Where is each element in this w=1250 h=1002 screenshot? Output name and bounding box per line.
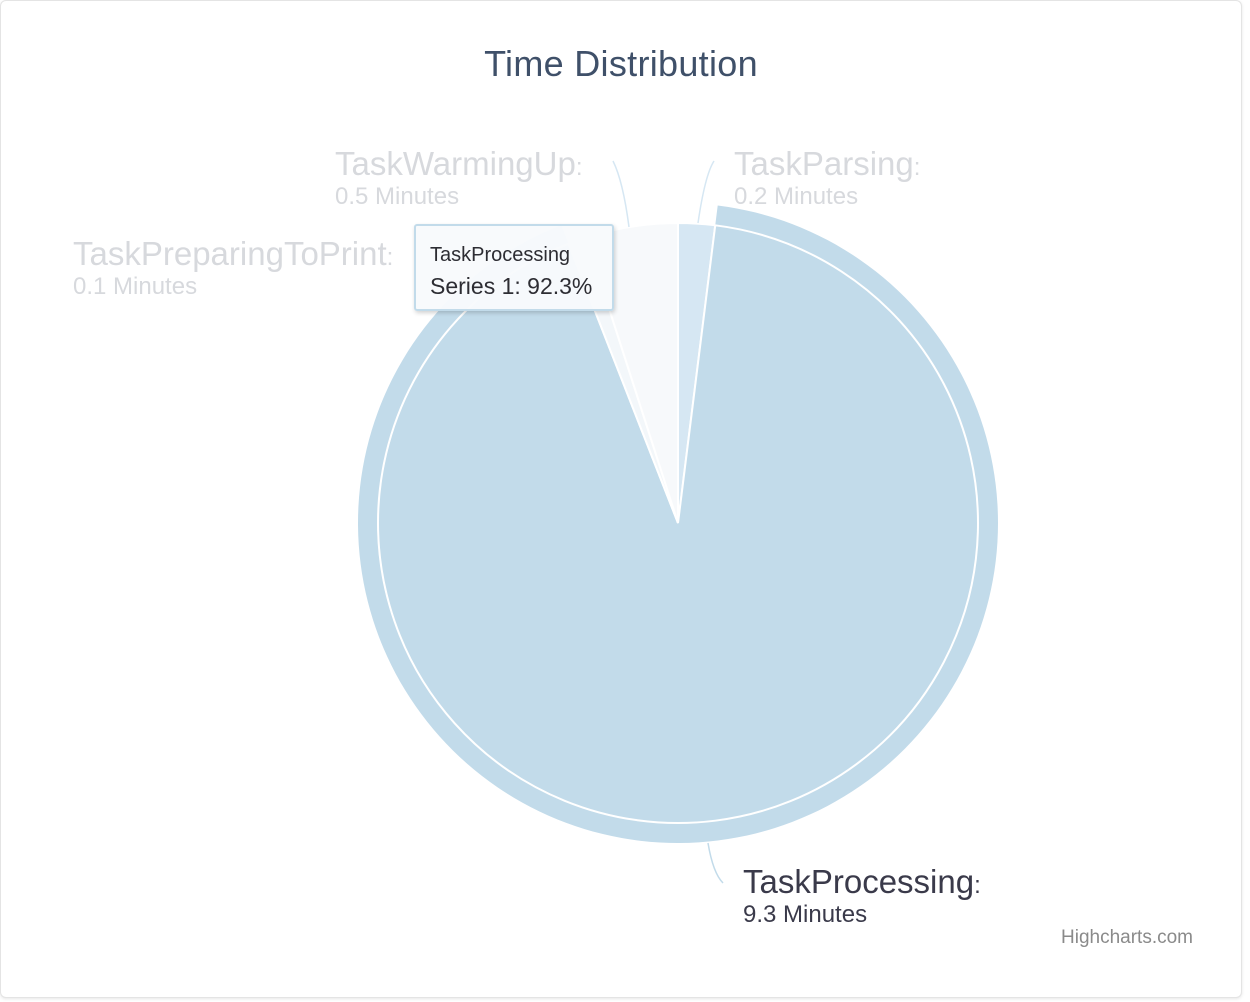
data-label-name-task-warming-up: TaskWarmingUp:	[335, 145, 583, 182]
tooltip-title: TaskProcessing	[430, 244, 571, 266]
data-label-value-task-processing: 9.3 Minutes	[743, 901, 867, 928]
connector-task-warming-up	[612, 160, 630, 228]
tooltip-value: Series 1: 92.3%	[430, 273, 593, 299]
data-label-value-task-parsing: 0.2 Minutes	[734, 183, 858, 210]
pie-slice-task-processing[interactable]	[377, 224, 979, 824]
chart-title: Time Distribution	[484, 43, 758, 84]
tooltip: TaskProcessing Series 1: 92.3%	[414, 224, 614, 311]
connector-task-processing	[707, 842, 724, 884]
data-label-name-task-preparing-to-print: TaskPreparingToPrint:	[73, 235, 393, 272]
data-label-name-task-processing: TaskProcessing:	[743, 863, 981, 900]
connector-task-parsing	[697, 160, 715, 224]
credits-link[interactable]: Highcharts.com	[1061, 927, 1193, 948]
data-label-value-task-warming-up: 0.5 Minutes	[335, 183, 459, 210]
data-label-value-task-preparing-to-print: 0.1 Minutes	[73, 273, 197, 300]
data-label-name-task-parsing: TaskParsing:	[734, 145, 920, 182]
